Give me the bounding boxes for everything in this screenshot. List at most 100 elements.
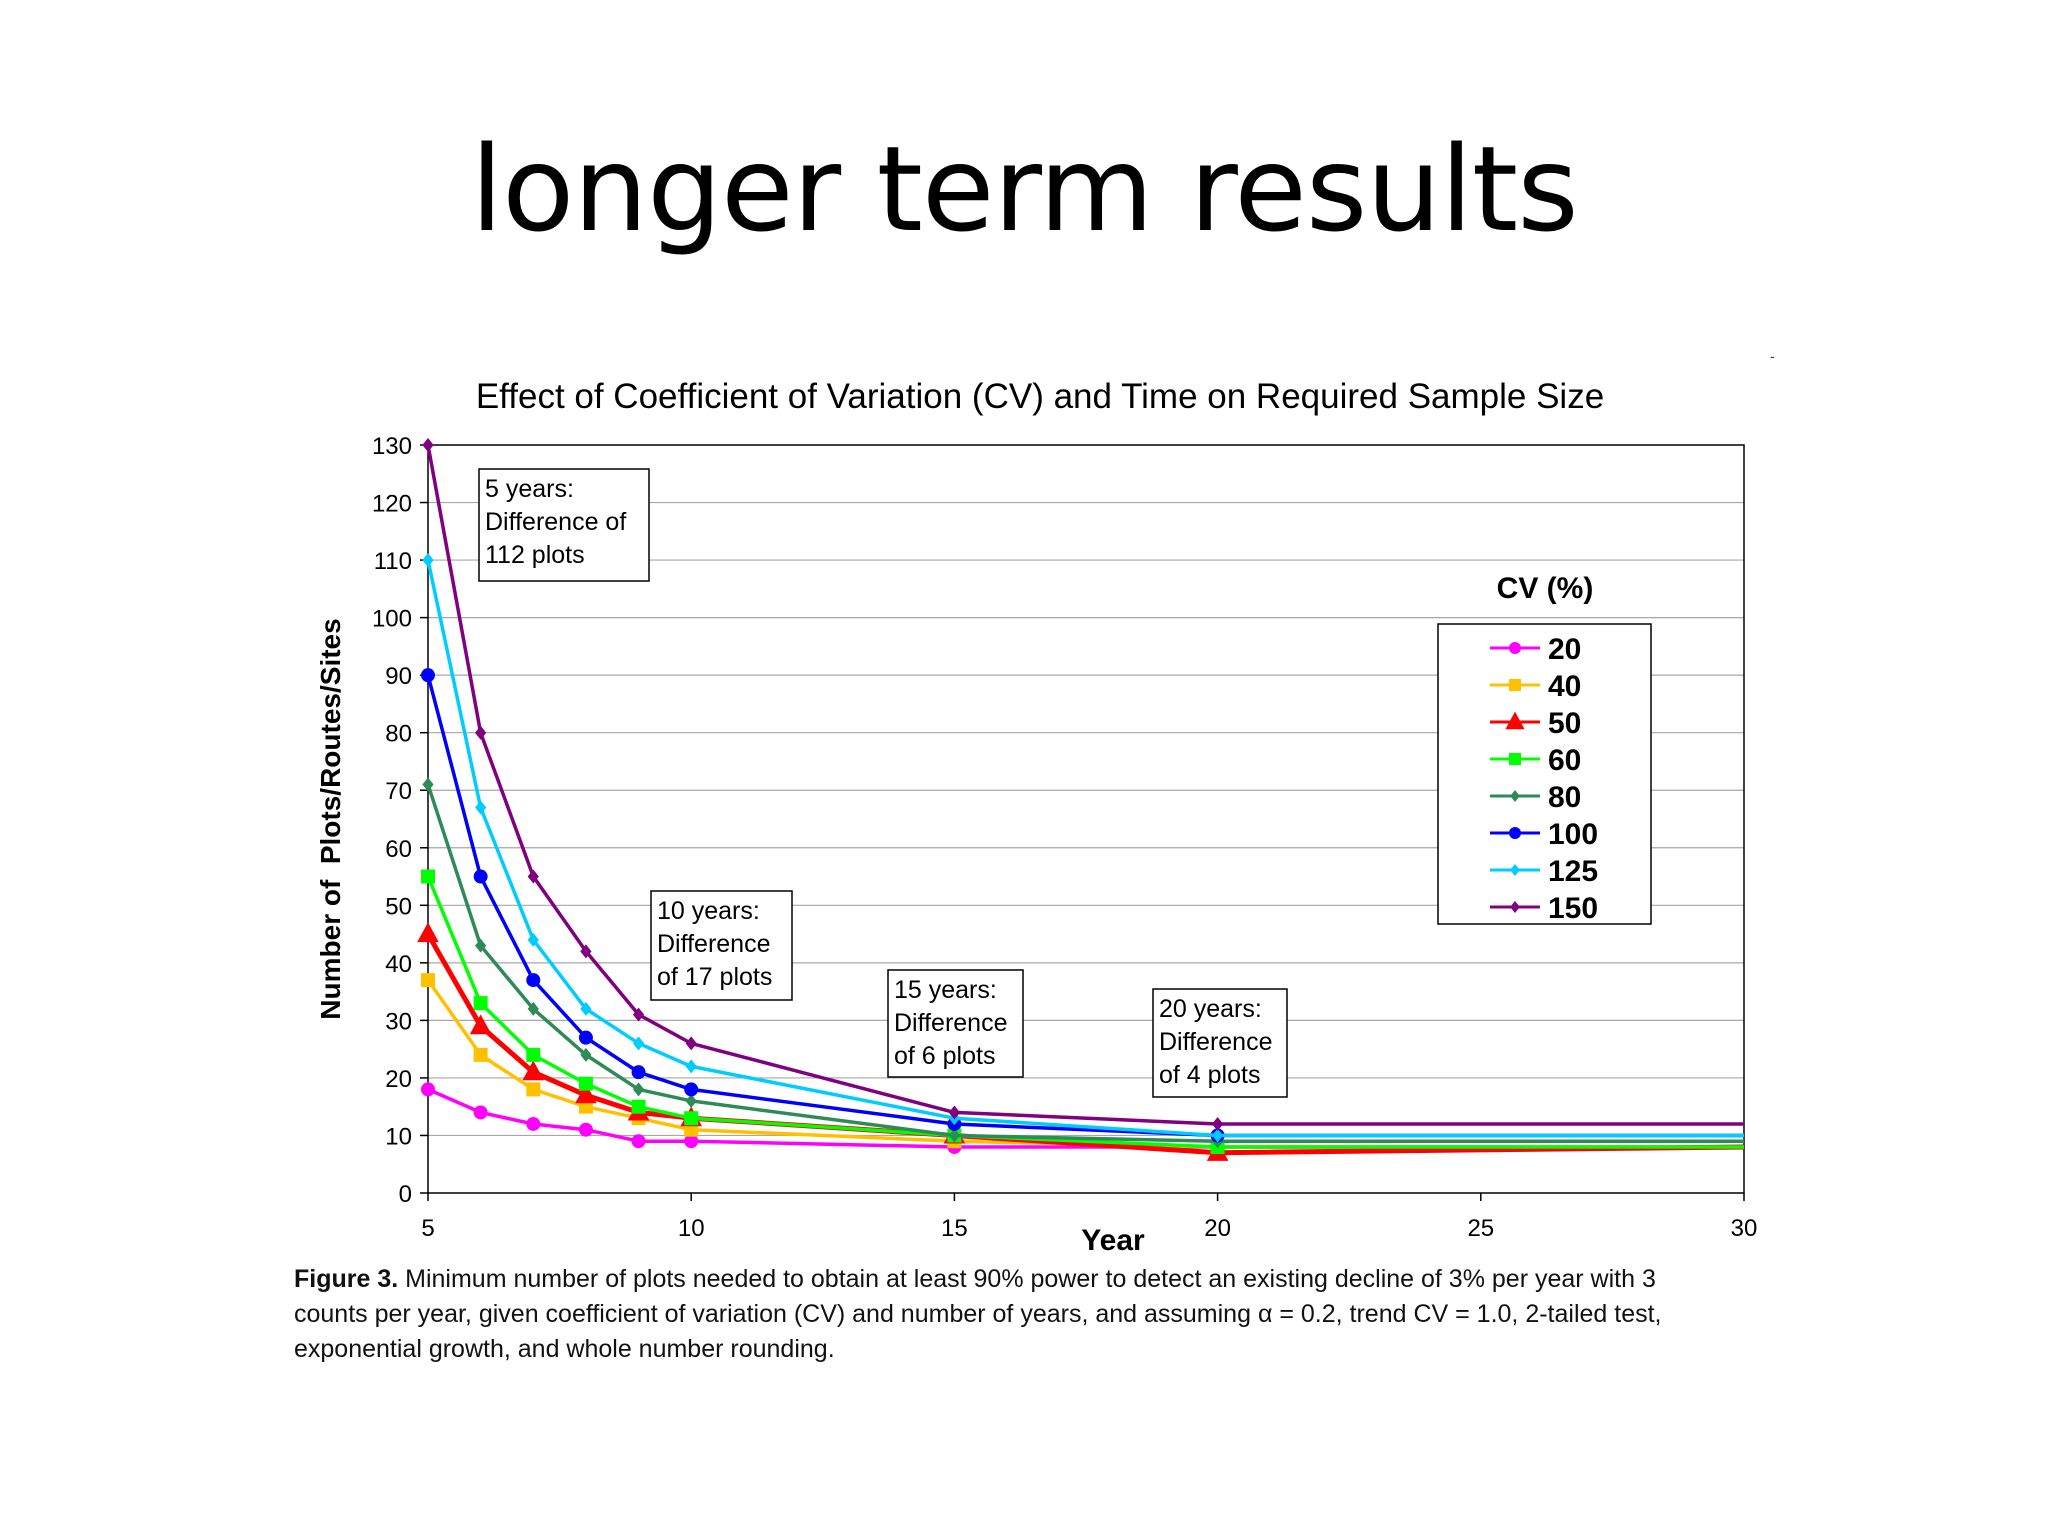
y-tick-label: 100 [372,606,412,633]
legend-item-60: 60 [1490,744,1581,777]
annotation-text: of 4 plots [1159,1061,1260,1089]
y-tick-label: 120 [372,491,412,518]
annotation-text: Difference [894,1009,1008,1037]
data-point [1509,679,1521,691]
data-point [527,869,539,884]
data-point [1510,901,1520,913]
annotation-text: Difference [1159,1028,1273,1056]
data-point [421,869,435,884]
annotation-frame [478,468,650,582]
x-tick-label: 10 [678,1215,705,1242]
legend-item-125: 125 [1490,855,1598,888]
legend-label: 150 [1548,892,1598,925]
data-point [1509,753,1521,765]
data-point [475,800,487,815]
y-tick-label: 20 [385,1066,412,1093]
data-point [473,996,488,1011]
data-point [1505,711,1525,730]
data-point [575,1083,597,1104]
annotation-box: 20 years: Difference of 4 plots [1152,988,1288,1098]
y-tick-label: 70 [385,778,412,805]
annotation-text: Difference of [485,508,626,536]
data-point [421,1082,435,1097]
data-point [473,869,488,884]
annotation-box: 10 years: Difference of 17 plots [650,890,793,1001]
legend-item-100: 100 [1490,818,1598,851]
data-point [1509,642,1521,654]
data-point [421,973,435,988]
figure-caption: Figure 3. Minimum number of plots needed… [294,1262,1714,1367]
legend-item-50: 50 [1490,707,1581,740]
x-tick-label: 5 [421,1215,434,1242]
data-point [685,1036,697,1051]
legend-label: 40 [1548,670,1581,703]
annotation-text: 5 years: [485,475,574,503]
y-tick-label: 30 [385,1008,412,1035]
data-point [469,1014,492,1035]
caption-text: Minimum number of plots needed to obtain… [294,1265,1662,1363]
legend-title: CV (%) [1497,572,1594,605]
annotation-text: 112 plots [485,541,585,569]
data-point [473,1047,488,1062]
data-point [527,1001,539,1016]
series-group [417,438,1745,1161]
data-point [631,1099,646,1114]
data-point [685,1093,697,1108]
annotation-text: of 6 plots [894,1042,995,1070]
legend-label: 20 [1548,633,1581,666]
axes: 0 10 20 30 40 50 60 70 80 90 100 110 120 130 5 10 15 20 25… [372,433,1757,1242]
data-point [948,1128,960,1143]
series-100 [421,668,1744,1143]
data-point [475,938,487,953]
y-tick-label: 0 [399,1181,412,1208]
annotation-text: 10 years: [657,897,760,925]
legend-item-20: 20 [1490,633,1581,666]
data-point [632,1082,645,1097]
data-point [422,777,434,792]
annotation-text: 15 years: [894,976,997,1004]
data-point [527,932,539,947]
data-point [631,1065,646,1080]
data-point [473,1105,488,1120]
data-point [422,553,434,568]
plot-area [427,444,1745,1194]
stray-mark: - [1770,348,1775,364]
annotation-box: 15 years: Difference of 6 plots [887,969,1024,1078]
data-point [421,668,435,683]
data-point [1510,864,1520,876]
caption-label: Figure 3. [294,1265,399,1293]
data-point [1510,790,1520,802]
data-point [684,1134,699,1149]
data-point [684,1082,699,1097]
legend: CV (%) 20 40 50 60 80 100 125 150 [1437,572,1652,925]
legend-label: 60 [1548,744,1581,777]
legend-item-40: 40 [1490,670,1581,703]
data-point [526,1047,541,1062]
x-tick-label: 20 [1204,1215,1231,1242]
data-point [578,1122,593,1137]
series-125 [422,553,1744,1143]
y-tick-label: 60 [385,836,412,863]
data-point [632,1036,645,1051]
legend-label: 50 [1548,707,1581,740]
data-point [475,725,487,740]
data-point [580,944,592,959]
data-point [522,1060,545,1081]
legend-label: 100 [1548,818,1598,851]
data-point [417,922,439,943]
legend-label: 125 [1548,855,1598,888]
annotation-frame [887,969,1024,1078]
x-tick-label: 30 [1731,1215,1758,1242]
y-tick-label: 110 [374,548,412,575]
data-point [526,973,541,988]
data-point [684,1111,699,1126]
data-point [1509,827,1521,839]
annotation-frame [1152,988,1288,1098]
annotation-box: 5 years: Difference of 112 plots [478,468,650,582]
data-point [526,1082,541,1097]
y-tick-label: 80 [385,721,412,748]
slide-title: longer term results [470,120,1578,258]
data-point [578,1076,593,1091]
annotation-text: 20 years: [1159,995,1262,1023]
y-tick-label: 40 [385,951,412,978]
